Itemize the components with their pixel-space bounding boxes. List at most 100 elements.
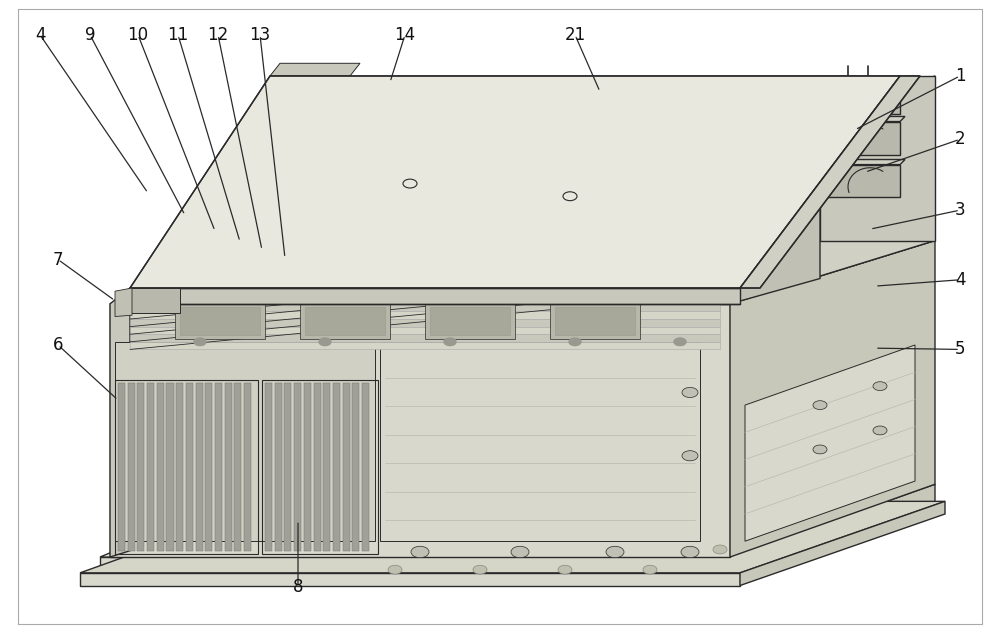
Polygon shape bbox=[304, 383, 311, 551]
Polygon shape bbox=[745, 345, 915, 541]
Polygon shape bbox=[275, 383, 282, 551]
Text: 9: 9 bbox=[85, 26, 95, 44]
Polygon shape bbox=[130, 334, 720, 342]
Circle shape bbox=[569, 338, 581, 346]
Circle shape bbox=[681, 546, 699, 558]
Polygon shape bbox=[110, 288, 130, 557]
Circle shape bbox=[813, 401, 827, 410]
Polygon shape bbox=[130, 288, 180, 313]
Text: 10: 10 bbox=[127, 26, 149, 44]
Circle shape bbox=[444, 338, 456, 346]
Polygon shape bbox=[265, 383, 272, 551]
Polygon shape bbox=[820, 160, 905, 165]
Polygon shape bbox=[343, 383, 350, 551]
Polygon shape bbox=[205, 383, 212, 551]
Text: 4: 4 bbox=[35, 26, 45, 44]
Circle shape bbox=[511, 546, 529, 558]
Circle shape bbox=[713, 545, 727, 554]
Polygon shape bbox=[130, 319, 720, 327]
Circle shape bbox=[682, 451, 698, 461]
Polygon shape bbox=[820, 77, 905, 82]
Text: 3: 3 bbox=[955, 201, 965, 219]
Text: 4: 4 bbox=[955, 271, 965, 289]
Polygon shape bbox=[430, 307, 510, 335]
Polygon shape bbox=[730, 76, 820, 304]
Polygon shape bbox=[128, 383, 135, 551]
Text: 12: 12 bbox=[207, 26, 229, 44]
Polygon shape bbox=[115, 342, 375, 541]
Polygon shape bbox=[323, 383, 330, 551]
Polygon shape bbox=[186, 383, 193, 551]
Polygon shape bbox=[244, 383, 251, 551]
Polygon shape bbox=[305, 307, 385, 335]
Polygon shape bbox=[820, 116, 905, 122]
Polygon shape bbox=[300, 304, 390, 339]
Polygon shape bbox=[362, 383, 369, 551]
Text: 11: 11 bbox=[167, 26, 189, 44]
Text: 2: 2 bbox=[955, 130, 965, 148]
Polygon shape bbox=[333, 383, 340, 551]
Circle shape bbox=[674, 338, 686, 346]
Polygon shape bbox=[110, 304, 730, 557]
Polygon shape bbox=[555, 307, 635, 335]
Circle shape bbox=[319, 338, 331, 346]
Polygon shape bbox=[80, 573, 740, 586]
Polygon shape bbox=[352, 383, 359, 551]
Polygon shape bbox=[270, 76, 350, 241]
Circle shape bbox=[873, 382, 887, 391]
Circle shape bbox=[813, 445, 827, 454]
Polygon shape bbox=[130, 304, 720, 311]
Polygon shape bbox=[550, 304, 640, 339]
Text: 1: 1 bbox=[955, 67, 965, 85]
Polygon shape bbox=[100, 557, 730, 579]
Circle shape bbox=[606, 546, 624, 558]
Polygon shape bbox=[100, 484, 935, 557]
Circle shape bbox=[411, 546, 429, 558]
Polygon shape bbox=[740, 76, 920, 288]
Polygon shape bbox=[225, 383, 232, 551]
Circle shape bbox=[682, 387, 698, 398]
Polygon shape bbox=[180, 307, 260, 335]
Polygon shape bbox=[380, 342, 700, 541]
Text: 13: 13 bbox=[249, 26, 271, 44]
Polygon shape bbox=[215, 383, 222, 551]
Text: 14: 14 bbox=[394, 26, 416, 44]
Polygon shape bbox=[175, 304, 265, 339]
Polygon shape bbox=[115, 288, 132, 316]
Polygon shape bbox=[234, 383, 241, 551]
Text: 8: 8 bbox=[293, 579, 303, 596]
Polygon shape bbox=[110, 241, 935, 304]
Polygon shape bbox=[314, 383, 320, 551]
Polygon shape bbox=[820, 76, 935, 241]
Circle shape bbox=[873, 426, 887, 435]
Polygon shape bbox=[730, 484, 935, 579]
Polygon shape bbox=[270, 63, 360, 76]
Polygon shape bbox=[176, 383, 183, 551]
Polygon shape bbox=[730, 241, 935, 557]
Polygon shape bbox=[284, 383, 291, 551]
Polygon shape bbox=[130, 288, 740, 304]
Circle shape bbox=[194, 338, 206, 346]
Polygon shape bbox=[130, 327, 720, 334]
Polygon shape bbox=[740, 501, 945, 586]
Polygon shape bbox=[166, 383, 174, 551]
Polygon shape bbox=[157, 383, 164, 551]
Polygon shape bbox=[730, 76, 935, 304]
Polygon shape bbox=[294, 383, 301, 551]
Polygon shape bbox=[820, 122, 900, 155]
Circle shape bbox=[473, 565, 487, 574]
Polygon shape bbox=[118, 383, 125, 551]
Polygon shape bbox=[137, 383, 144, 551]
Text: 5: 5 bbox=[955, 341, 965, 358]
Polygon shape bbox=[130, 76, 900, 288]
Polygon shape bbox=[196, 383, 203, 551]
Polygon shape bbox=[425, 304, 515, 339]
Text: 7: 7 bbox=[53, 251, 63, 268]
Polygon shape bbox=[130, 311, 720, 319]
Text: 21: 21 bbox=[564, 26, 586, 44]
Polygon shape bbox=[820, 165, 900, 197]
Text: 6: 6 bbox=[53, 336, 63, 354]
Polygon shape bbox=[80, 501, 945, 573]
Circle shape bbox=[643, 565, 657, 574]
Polygon shape bbox=[147, 383, 154, 551]
